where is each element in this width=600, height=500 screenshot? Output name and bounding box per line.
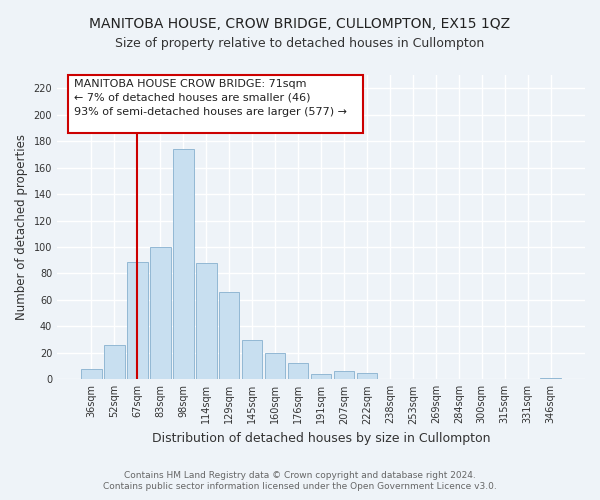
Text: Size of property relative to detached houses in Cullompton: Size of property relative to detached ho… — [115, 38, 485, 51]
Bar — [219, 292, 239, 380]
Bar — [288, 364, 308, 380]
Y-axis label: Number of detached properties: Number of detached properties — [15, 134, 28, 320]
Bar — [541, 378, 561, 380]
Text: Contains HM Land Registry data © Crown copyright and database right 2024.: Contains HM Land Registry data © Crown c… — [124, 471, 476, 480]
Bar — [311, 374, 331, 380]
Bar — [104, 345, 125, 380]
X-axis label: Distribution of detached houses by size in Cullompton: Distribution of detached houses by size … — [152, 432, 490, 445]
Bar — [242, 340, 262, 380]
Text: MANITOBA HOUSE, CROW BRIDGE, CULLOMPTON, EX15 1QZ: MANITOBA HOUSE, CROW BRIDGE, CULLOMPTON,… — [89, 18, 511, 32]
Bar — [81, 368, 102, 380]
Bar — [356, 372, 377, 380]
Text: MANITOBA HOUSE CROW BRIDGE: 71sqm
← 7% of detached houses are smaller (46)
93% o: MANITOBA HOUSE CROW BRIDGE: 71sqm ← 7% o… — [74, 79, 347, 117]
Text: Contains public sector information licensed under the Open Government Licence v3: Contains public sector information licen… — [103, 482, 497, 491]
Bar — [265, 353, 286, 380]
Bar — [196, 263, 217, 380]
Bar — [173, 149, 194, 380]
Bar — [150, 247, 170, 380]
Bar — [334, 372, 355, 380]
Bar — [127, 262, 148, 380]
